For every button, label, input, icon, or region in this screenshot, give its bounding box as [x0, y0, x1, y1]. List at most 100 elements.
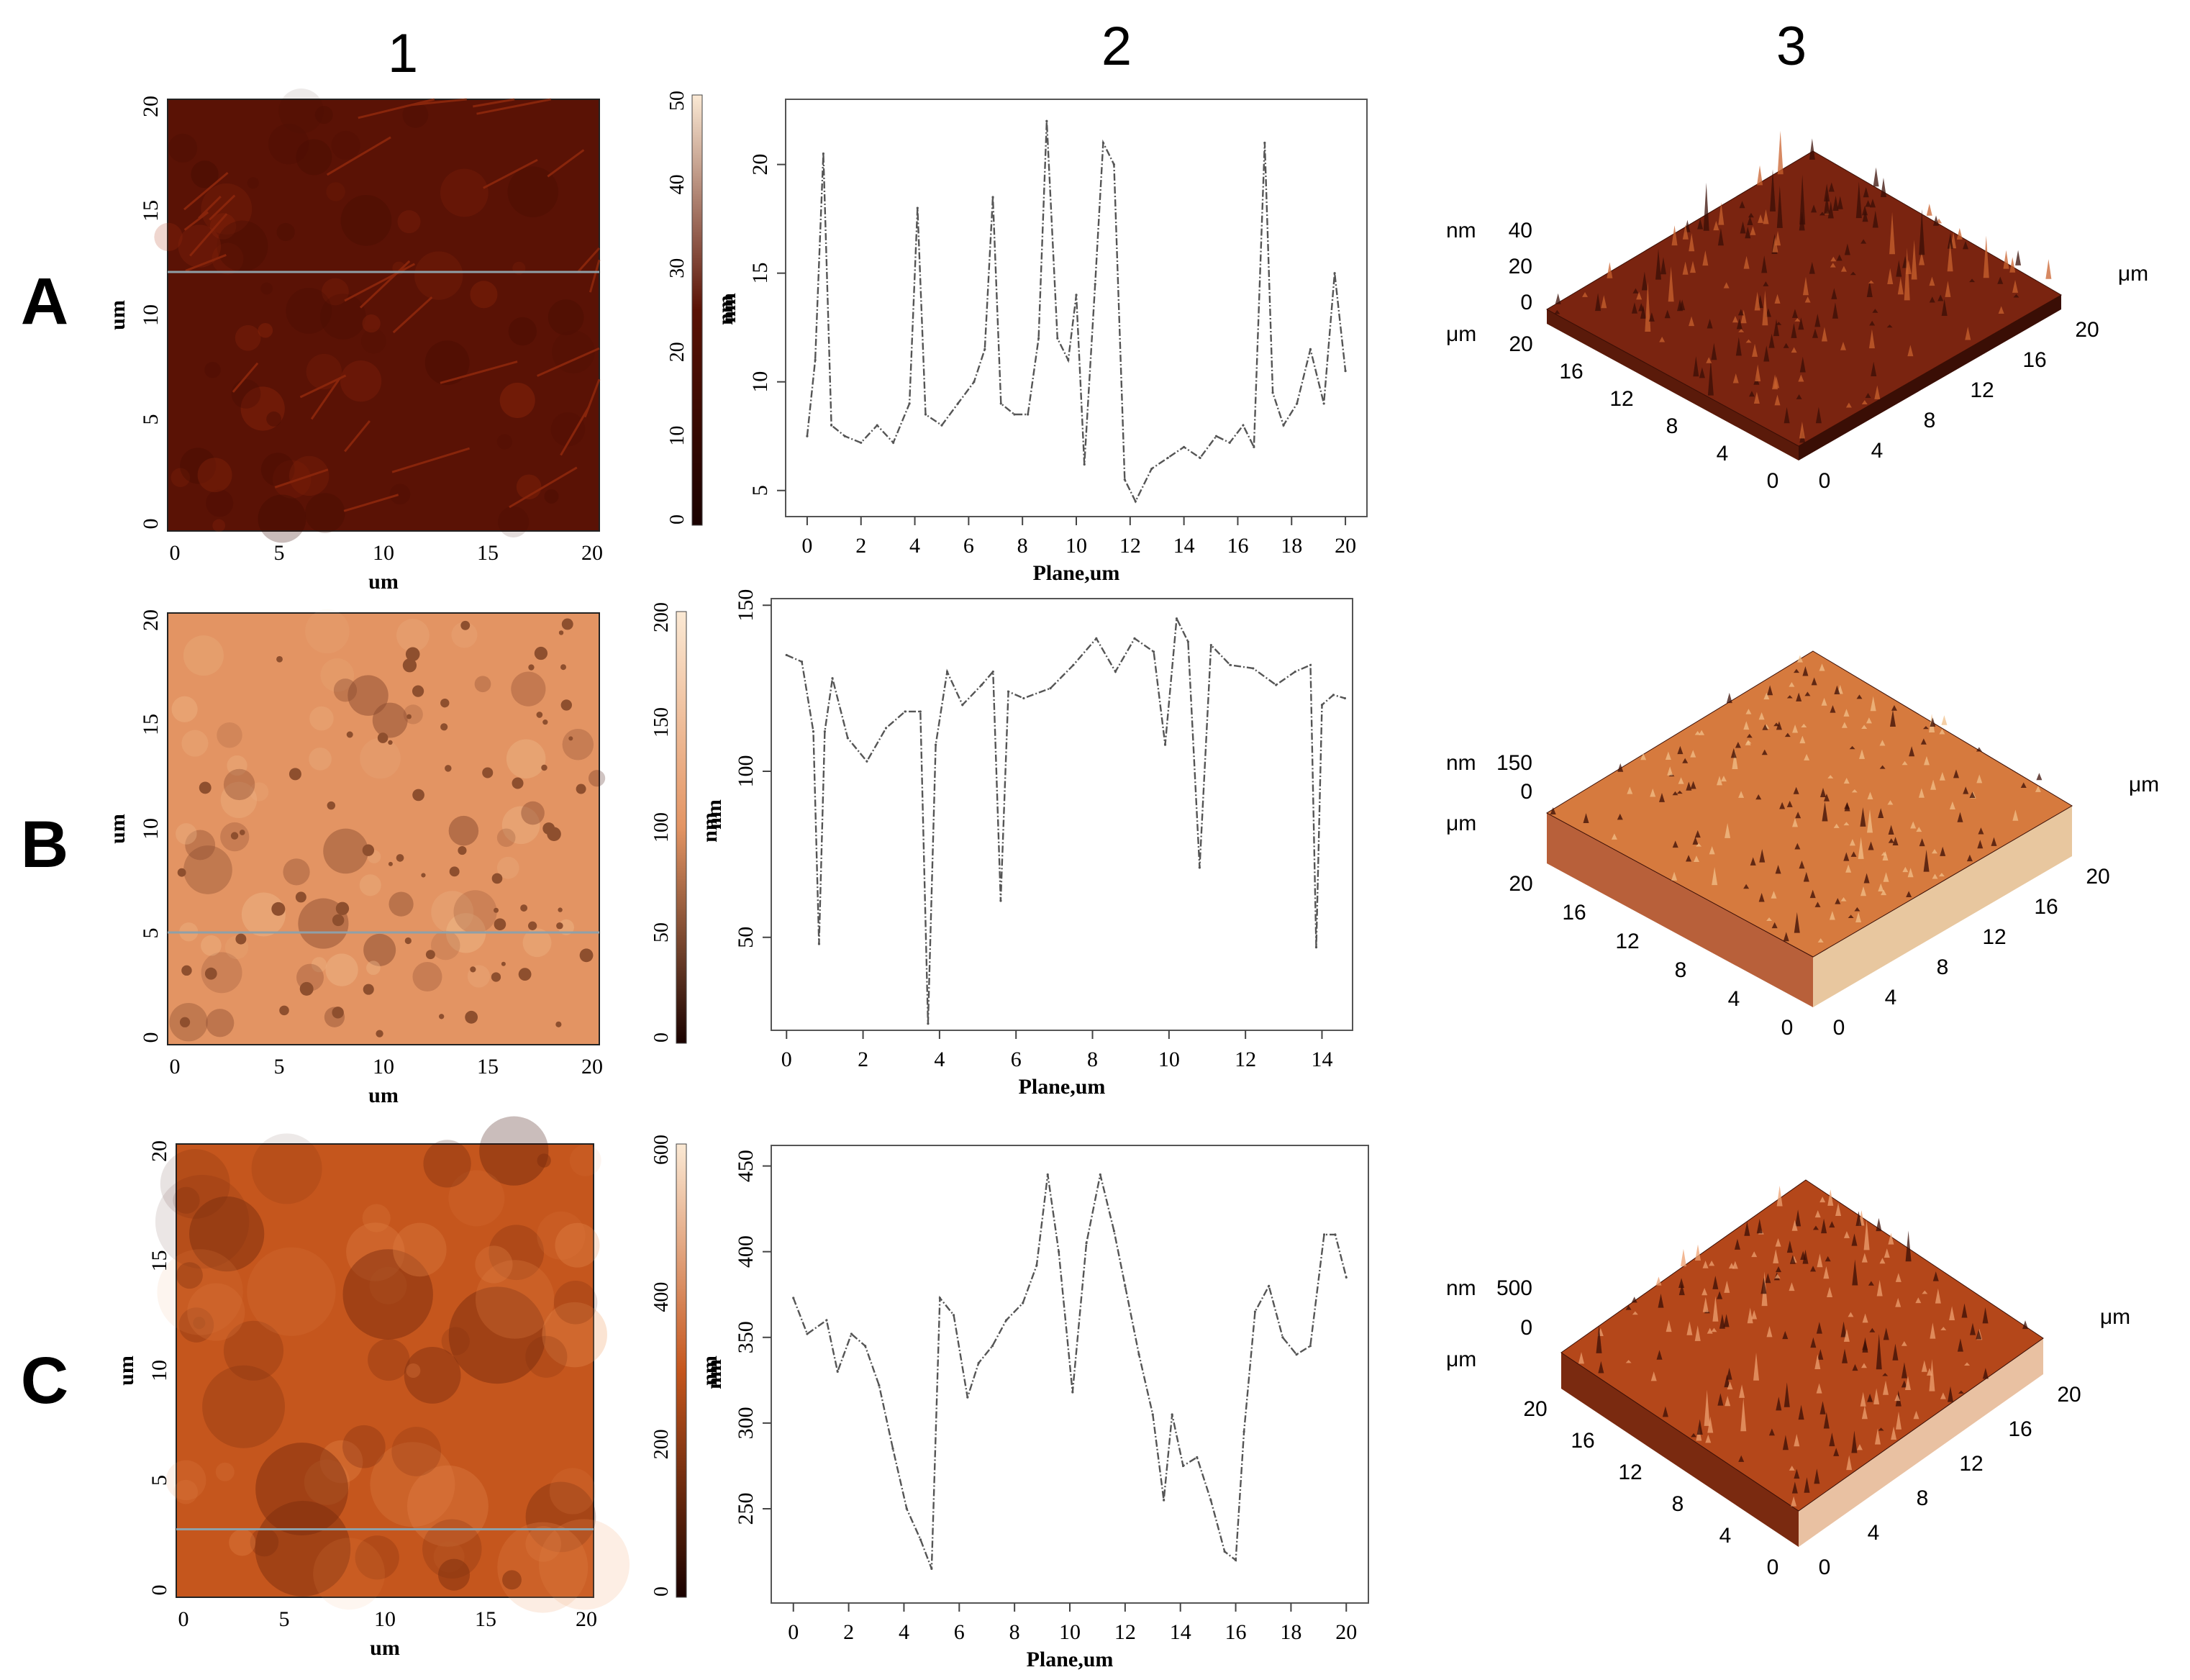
z-axis-label: nm [1446, 219, 1476, 242]
surface-texture [1578, 1185, 2029, 1507]
y-tick-label: 0 [147, 1585, 171, 1596]
x-axis-label: Plane,um [1033, 561, 1120, 585]
profile-point [806, 1332, 809, 1335]
profile-point [966, 1396, 969, 1399]
z-axis-tick-label: 40 [1509, 219, 1532, 242]
left-axis-tick-label: 8 [1675, 958, 1687, 982]
profile-point [812, 730, 815, 733]
profile-point [1166, 456, 1169, 460]
colorbar-tick-label: 0 [650, 1032, 673, 1043]
y-axis-label: um [106, 814, 130, 844]
y-tick-label: 350 [734, 1321, 758, 1353]
profile-point [876, 424, 878, 427]
profile-point [1056, 337, 1059, 340]
profile-point [785, 653, 788, 657]
left-axis-tick-label: 12 [1618, 1461, 1642, 1484]
profile-point [1049, 687, 1052, 690]
right-axis-tick-label: 12 [1959, 1452, 1983, 1476]
x-axis-label: um [370, 1636, 400, 1660]
profile-point [1072, 663, 1075, 666]
colorbar [676, 1143, 687, 1598]
y-axis-label: um [106, 300, 130, 330]
x-tick-label: 20 [581, 541, 603, 565]
x-tick-label: 4 [899, 1620, 909, 1644]
right-axis-tick-label: 0 [1819, 1556, 1831, 1579]
profile-series-line [792, 1174, 1348, 1569]
surface-top [1545, 150, 2062, 447]
profile-point [1333, 272, 1336, 275]
profile-point [1163, 1499, 1166, 1502]
profile-point [1295, 1353, 1298, 1356]
left-axis-tick-label: 16 [1559, 360, 1583, 383]
right-axis-tick-label: 8 [1937, 955, 1949, 979]
right-axis-tick-label: 16 [2022, 348, 2046, 372]
profile-point [1124, 1284, 1127, 1287]
y-tick-label: 15 [748, 263, 772, 284]
profile-point [1067, 358, 1070, 362]
right-axis-tick-label: 16 [2008, 1417, 2032, 1441]
y-axis-label: um [114, 1356, 138, 1386]
surface-3d-b: 20 16 12 8 4 0 0 4 8 12 16 20 nm 150 0 μm μm [1446, 650, 2159, 1040]
y-tick-label: 5 [147, 1475, 171, 1486]
y-tick-label: 300 [734, 1407, 758, 1439]
profile-point [1296, 402, 1299, 405]
surface-right-wall [1799, 295, 2061, 460]
left-axis-tick-label: 0 [1767, 469, 1779, 493]
profile-point [822, 152, 824, 155]
y-tick-label: 20 [748, 154, 772, 176]
row-label-c: C [21, 1344, 68, 1417]
surface-top [1560, 1179, 2044, 1512]
profile-point [938, 1297, 941, 1299]
profile-point [1334, 1233, 1337, 1236]
colorbar-label: nm [698, 812, 722, 843]
profile-point [1344, 370, 1347, 373]
right-axis-tick-label: 0 [1819, 469, 1831, 493]
profile-point [1022, 1302, 1024, 1304]
left-axis-tick-label: 12 [1615, 930, 1639, 953]
z-axis-tick-label: 150 [1496, 751, 1532, 775]
y-tick-label: 10 [147, 1360, 171, 1381]
x-tick-label: 8 [1017, 534, 1028, 558]
profile-point [934, 743, 937, 746]
profile-point [1005, 1319, 1008, 1322]
surface-right-wall [1813, 806, 2072, 1007]
x-axis-label: Plane,um [1019, 1075, 1106, 1099]
profile-point [1175, 617, 1178, 620]
right-axis-unit-label: μm [2118, 262, 2148, 286]
x-tick-label: 10 [374, 1607, 396, 1631]
height-map-image [167, 99, 600, 532]
profile-point [1234, 1558, 1237, 1562]
profile-point [1112, 1230, 1116, 1232]
profile-point [1163, 743, 1167, 746]
x-axis-label: um [368, 570, 399, 594]
colorbar-tick-label: 40 [666, 174, 689, 194]
surface-texture [1554, 130, 2052, 443]
profile-point [1037, 337, 1040, 340]
profile-point [1314, 946, 1318, 949]
left-axis-tick-label: 16 [1562, 901, 1586, 925]
x-tick-label: 12 [1119, 534, 1141, 558]
profile-point [1268, 1284, 1271, 1287]
left-axis-tick-label: 20 [1509, 872, 1532, 896]
x-tick-label: 6 [954, 1620, 965, 1644]
colorbar-tick-label: 150 [650, 707, 673, 737]
x-tick-label: 16 [1225, 1620, 1247, 1644]
x-tick-label: 10 [1066, 534, 1087, 558]
profile-point [1094, 283, 1096, 286]
plot-frame [771, 598, 1353, 1031]
profile-point [831, 677, 834, 680]
x-tick-label: 15 [475, 1607, 496, 1631]
x-tick-label: 2 [858, 1048, 868, 1071]
profile-point [961, 704, 964, 707]
colorbar-tick-label: 50 [650, 922, 673, 943]
colorbar-tick-label: 200 [650, 1429, 673, 1459]
profile-point [1214, 435, 1218, 437]
y-tick-label: 20 [139, 609, 163, 631]
colorbar-tick-label: 50 [666, 91, 689, 111]
profile-point [1085, 1242, 1088, 1245]
right-axis-tick-label: 16 [2034, 895, 2058, 919]
profile-point [864, 1345, 867, 1348]
colorbar [676, 611, 687, 1044]
left-axis-tick-label: 16 [1571, 1429, 1594, 1453]
